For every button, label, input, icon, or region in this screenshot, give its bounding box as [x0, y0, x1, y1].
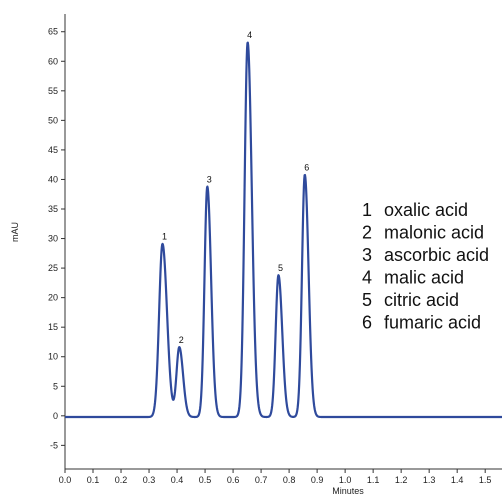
legend-item: 6 fumaric acid [362, 313, 481, 333]
legend-item: 5 citric acid [362, 290, 459, 310]
peak-labels: 1 2 3 4 5 6 [162, 30, 309, 345]
x-tick-label: 0.7 [255, 475, 268, 485]
legend-label: ascorbic acid [384, 245, 489, 265]
x-tick-label: 0.6 [227, 475, 240, 485]
y-tick-label: 20 [48, 293, 58, 303]
peak-label: 2 [179, 335, 184, 345]
peak-label: 1 [162, 232, 167, 242]
peak-label: 5 [278, 263, 283, 273]
y-tick-label: 25 [48, 263, 58, 273]
y-tick-label: 45 [48, 145, 58, 155]
legend-label: oxalic acid [384, 200, 468, 220]
x-tick-label: 0.1 [87, 475, 100, 485]
x-tick-label: 0.5 [199, 475, 212, 485]
y-tick-label: 55 [48, 86, 58, 96]
x-tick-label: 1.0 [339, 475, 352, 485]
y-tick-label: 40 [48, 174, 58, 184]
chromatogram-trace [64, 41, 503, 419]
y-tick-label: 50 [48, 115, 58, 125]
x-tick-label: 0.9 [311, 475, 324, 485]
x-tick-label: 1.3 [423, 475, 436, 485]
y-tick-label: 10 [48, 352, 58, 362]
legend-number: 6 [362, 313, 372, 333]
y-tick-label: 0 [53, 411, 58, 421]
legend-number: 1 [362, 200, 372, 220]
legend-label: fumaric acid [384, 313, 481, 333]
x-axis: 0.0 0.1 0.2 0.3 0.4 0.5 0.6 0.7 0.8 0.9 1.0 1.1 1.2 1… [59, 468, 502, 485]
x-tick-label: 0.2 [115, 475, 128, 485]
legend-number: 2 [362, 223, 372, 243]
x-tick-label: 1.4 [451, 475, 464, 485]
legend-number: 3 [362, 245, 372, 265]
legend-item: 1 oxalic acid [362, 200, 468, 220]
y-tick-label: 60 [48, 56, 58, 66]
peak-label: 6 [304, 163, 309, 173]
x-tick-label: 1.1 [367, 475, 380, 485]
x-tick-label: 0.4 [171, 475, 184, 485]
legend-item: 2 malonic acid [362, 223, 484, 243]
peak-label: 3 [207, 174, 212, 184]
x-axis-title: Minutes [332, 486, 364, 496]
legend-label: malonic acid [384, 223, 484, 243]
y-axis-title: mAU [10, 222, 20, 242]
x-tick-label: 1.2 [395, 475, 408, 485]
legend: 1 oxalic acid 2 malonic acid 3 ascorbic acid 4… [362, 200, 489, 333]
y-tick-label: 5 [53, 381, 58, 391]
x-tick-label: 0.0 [59, 475, 72, 485]
y-axis: -5 0 5 10 15 20 25 30 35 40 45 50 55 60 65 [48, 14, 66, 469]
legend-item: 3 ascorbic acid [362, 245, 489, 265]
legend-number: 5 [362, 290, 372, 310]
y-tick-label: 30 [48, 234, 58, 244]
x-tick-label: 0.8 [283, 475, 296, 485]
y-tick-label: 35 [48, 204, 58, 214]
y-tick-label: 65 [48, 27, 58, 37]
legend-label: citric acid [384, 290, 459, 310]
peak-label: 4 [247, 30, 252, 40]
legend-number: 4 [362, 268, 372, 288]
legend-label: malic acid [384, 268, 464, 288]
x-tick-label: 1.5 [479, 475, 492, 485]
y-tick-label: -5 [50, 440, 58, 450]
y-tick-label: 15 [48, 322, 58, 332]
x-tick-label: 0.3 [143, 475, 156, 485]
legend-item: 4 malic acid [362, 268, 464, 288]
